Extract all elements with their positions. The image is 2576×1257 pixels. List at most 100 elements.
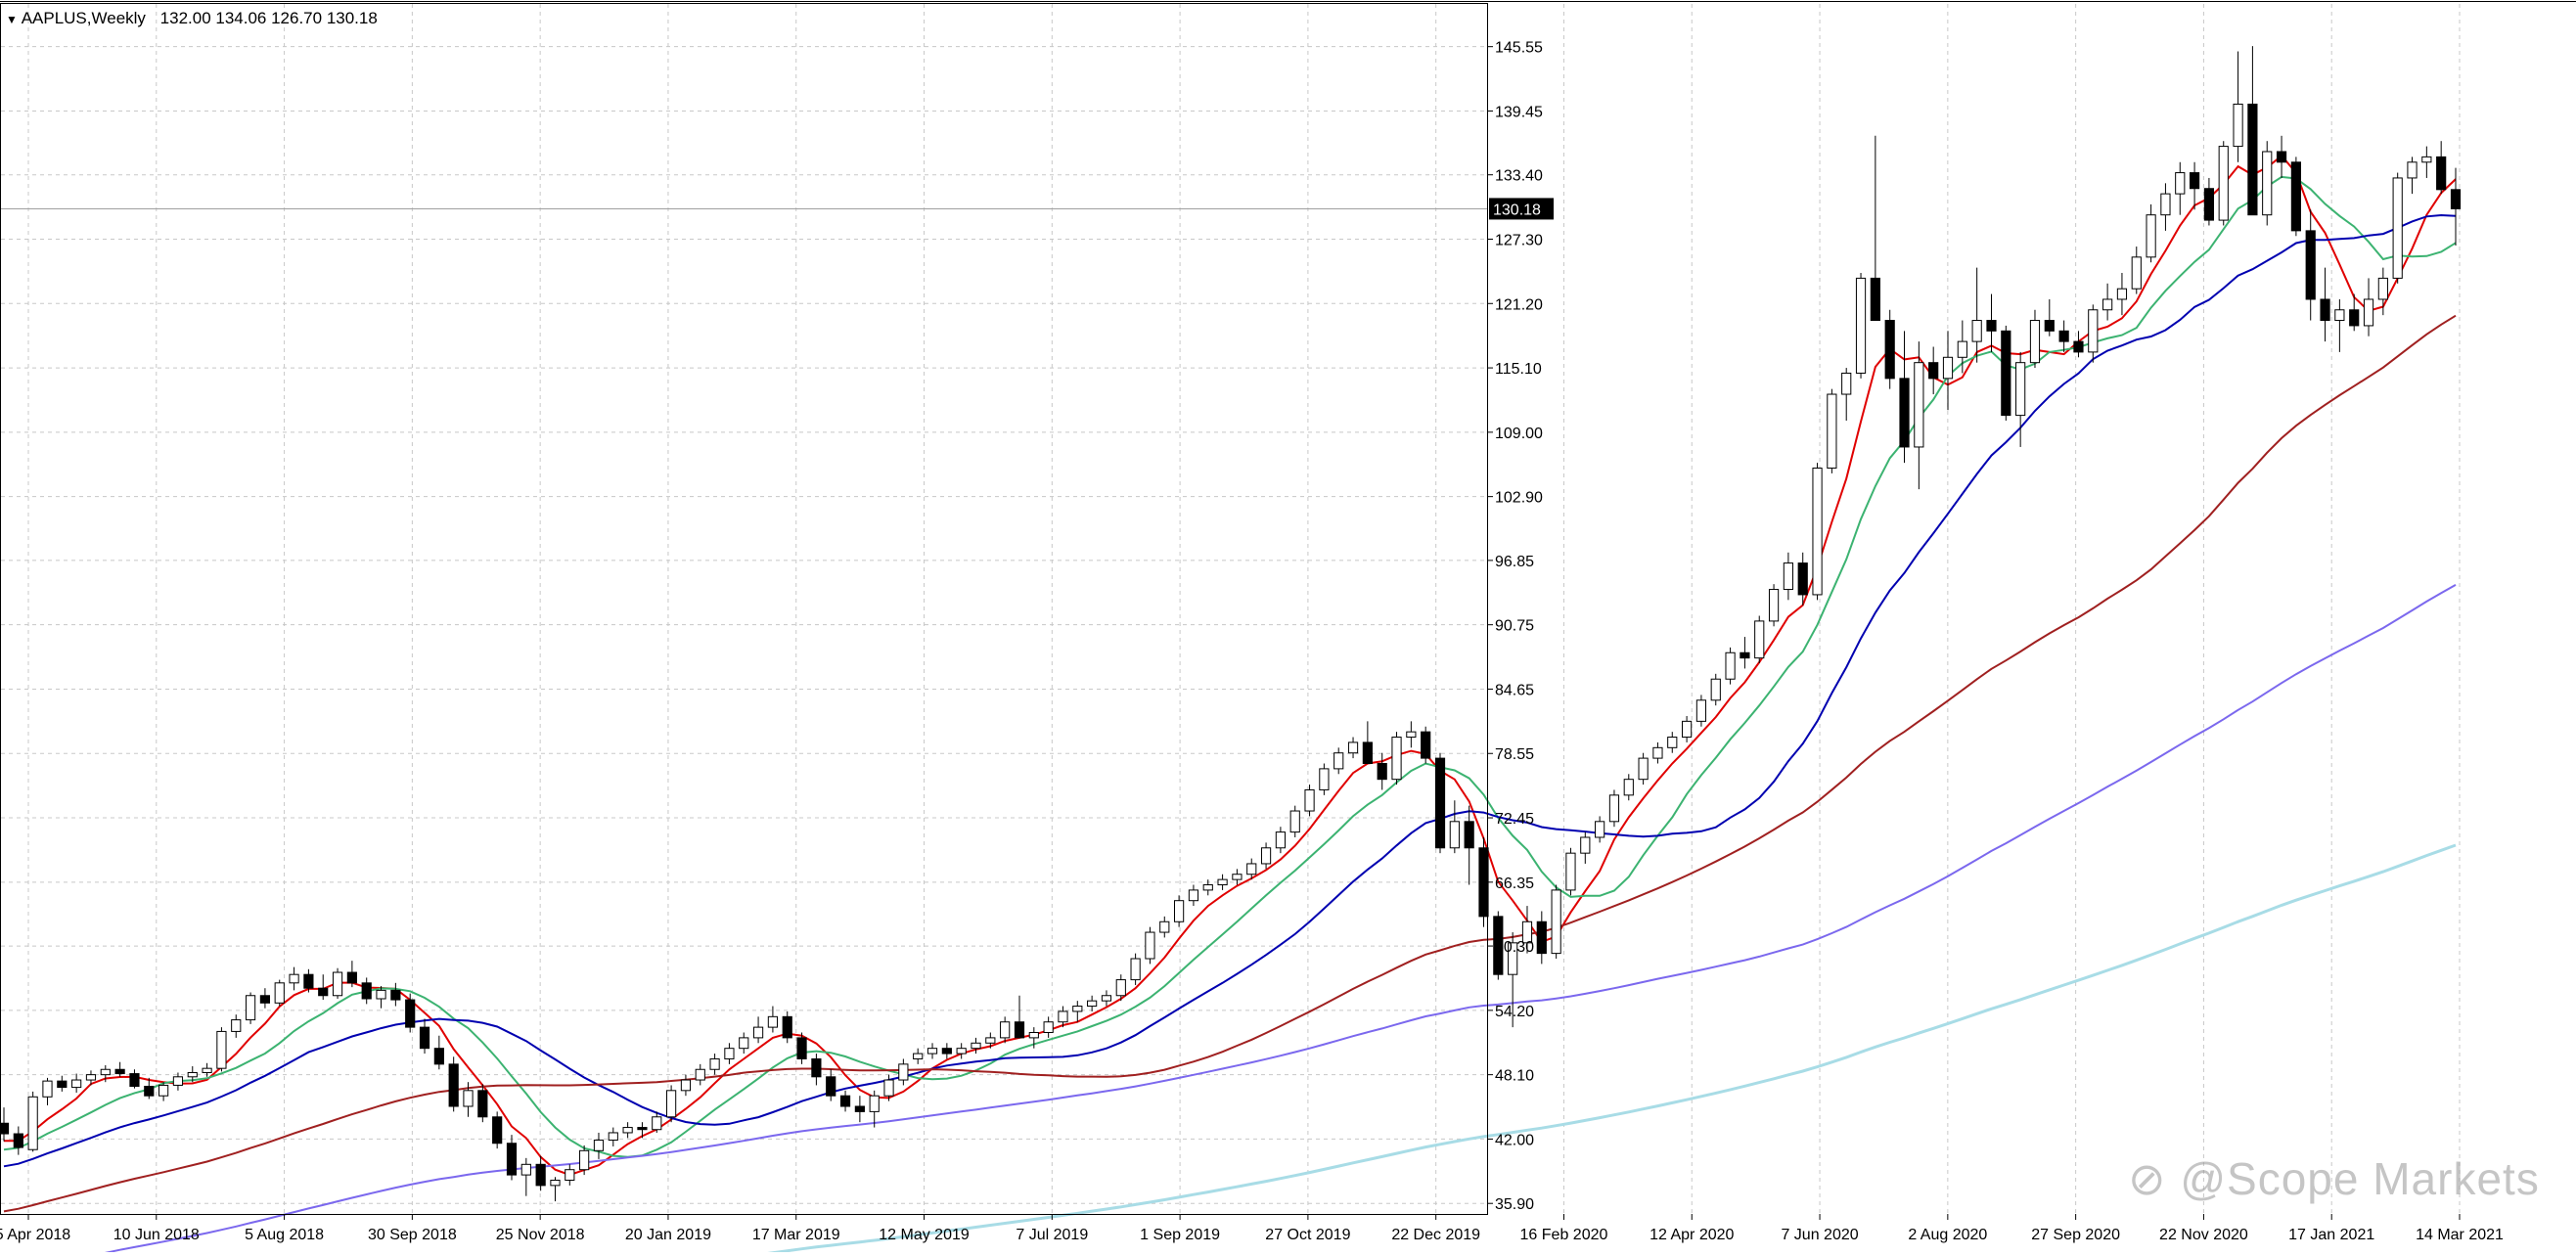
- candle-up: [1232, 869, 1243, 885]
- candle-up: [27, 1091, 38, 1152]
- candle-down: [854, 1096, 865, 1123]
- x-tick-label: 12 May 2019: [879, 1227, 970, 1243]
- candle-down: [2349, 293, 2360, 332]
- y-tick-label: 35.90: [1495, 1196, 1534, 1213]
- chart-header: ▼ AAPLUS,Weekly 132.00 134.06 126.70 130…: [6, 9, 378, 28]
- candle-body: [652, 1116, 662, 1131]
- x-tick-label: 22 Dec 2019: [1391, 1227, 1480, 1243]
- last-price-badge: [1489, 198, 1554, 220]
- candle-body: [1145, 931, 1155, 960]
- candle-body: [579, 1149, 590, 1171]
- candle-up: [1695, 695, 1707, 727]
- candle-body: [1957, 340, 1967, 358]
- candle-up: [158, 1082, 169, 1101]
- watermark-logo-icon: ⊘: [2128, 1153, 2167, 1204]
- candle-body: [709, 1057, 720, 1070]
- candle-up: [956, 1043, 967, 1059]
- candle-body: [1740, 651, 1750, 659]
- candle-down: [390, 982, 401, 1007]
- candle-body: [158, 1084, 169, 1097]
- candle-up: [2015, 351, 2026, 447]
- candle-body: [739, 1037, 749, 1050]
- candle-body: [1478, 847, 1489, 918]
- candle-body: [332, 971, 343, 997]
- candle-body: [565, 1169, 575, 1181]
- candle-down: [796, 1032, 807, 1064]
- candle-body: [71, 1079, 82, 1089]
- candle-body: [1695, 699, 1707, 722]
- candle-body: [1275, 831, 1286, 849]
- candle-up: [883, 1074, 894, 1101]
- y-tick-label: 66.35: [1495, 875, 1534, 892]
- candle-body: [1000, 1021, 1011, 1039]
- x-tick-label: 1 Sep 2019: [1140, 1227, 1220, 1243]
- candle-up: [463, 1082, 474, 1117]
- candle-body: [1667, 737, 1678, 748]
- candle-body: [1217, 878, 1228, 886]
- candle-body: [883, 1079, 894, 1097]
- moving-average-5: [3, 154, 2457, 1177]
- candle-body: [1870, 277, 1880, 322]
- candle-body: [1014, 1021, 1025, 1039]
- candle-body: [1101, 995, 1112, 1002]
- candle-body: [1260, 847, 1272, 865]
- collapse-triangle-icon[interactable]: ▼: [6, 13, 18, 26]
- candle-up: [2102, 283, 2113, 321]
- candle-body: [57, 1080, 68, 1089]
- candle-body: [318, 987, 329, 997]
- candle-down: [318, 974, 329, 1001]
- candle-down: [1986, 293, 1997, 352]
- candle-body: [2001, 330, 2011, 417]
- candle-up: [1652, 741, 1663, 764]
- candle-up: [1202, 879, 1213, 896]
- candle-up: [1000, 1016, 1011, 1044]
- plot-frame: [0, 3, 1488, 1215]
- candle-down: [1740, 637, 1750, 669]
- y-tick-label: 84.65: [1495, 682, 1534, 698]
- candle-body: [1710, 678, 1721, 701]
- candle-down: [303, 968, 314, 993]
- candle-up: [1827, 388, 1837, 473]
- x-tick-label: 10 Jun 2018: [113, 1227, 200, 1243]
- candle-body: [941, 1048, 952, 1055]
- candle-down: [13, 1126, 23, 1155]
- candle-up: [2131, 247, 2142, 294]
- candle-body: [1493, 916, 1504, 975]
- candle-down: [839, 1090, 851, 1112]
- candle-up: [2233, 51, 2243, 162]
- y-tick-label: 96.85: [1495, 554, 1534, 570]
- candle-up: [565, 1164, 575, 1186]
- y-tick-label: 54.20: [1495, 1004, 1534, 1020]
- candle-down: [1870, 135, 1880, 322]
- candle-body: [13, 1133, 23, 1148]
- candle-body: [2363, 298, 2374, 327]
- candle-up: [666, 1085, 677, 1123]
- candle-body: [2349, 309, 2360, 327]
- candle-body: [1768, 589, 1780, 622]
- candle-body: [2189, 172, 2200, 190]
- candle-up: [100, 1064, 111, 1083]
- candle-body: [2203, 188, 2215, 221]
- candle-up: [1333, 747, 1344, 775]
- candle-up: [1188, 884, 1199, 907]
- candle-body: [2029, 320, 2041, 364]
- candle-up: [2407, 157, 2418, 195]
- candle-body: [2247, 103, 2258, 216]
- candle-body: [1406, 731, 1417, 739]
- x-tick-label: 17 Jan 2021: [2288, 1227, 2374, 1243]
- candle-up: [2029, 309, 2041, 369]
- candle-up: [1289, 805, 1300, 837]
- candle-body: [1942, 356, 1954, 380]
- candle-up: [2363, 278, 2374, 337]
- last-price-label: 130.18: [1493, 202, 1541, 218]
- candle-down: [1478, 836, 1489, 927]
- candle-body: [1595, 821, 1605, 838]
- candle-up: [724, 1043, 735, 1064]
- candle-body: [2407, 161, 2418, 179]
- watermark-text: @Scope Markets: [2180, 1153, 2540, 1204]
- candle-body: [1754, 620, 1765, 659]
- candle-up: [1130, 953, 1141, 985]
